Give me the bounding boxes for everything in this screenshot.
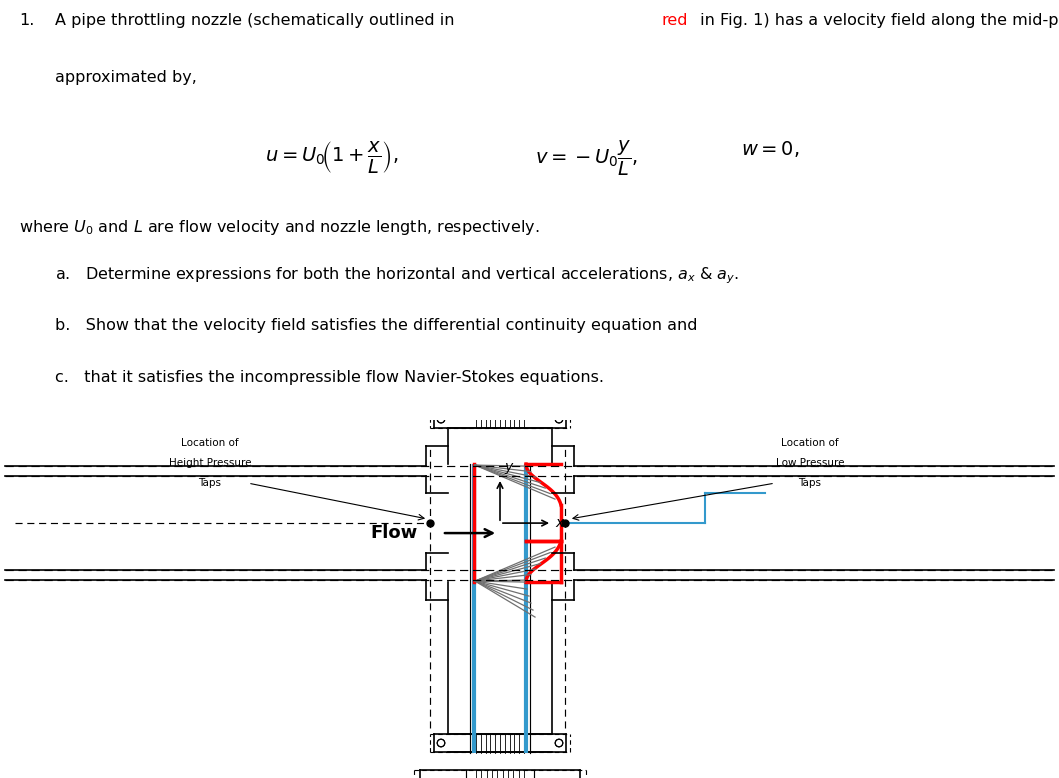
Text: $w = 0,$: $w = 0,$: [741, 139, 800, 159]
Text: c.   that it satisfies the incompressible flow Navier-Stokes equations.: c. that it satisfies the incompressible …: [55, 370, 604, 385]
Text: Location of: Location of: [782, 438, 839, 448]
Text: $v = -U_0\dfrac{y}{L},$: $v = -U_0\dfrac{y}{L},$: [535, 139, 638, 178]
Text: Low Pressure: Low Pressure: [776, 458, 844, 468]
Text: Flow: Flow: [370, 524, 417, 542]
Text: Location of: Location of: [181, 438, 239, 448]
Text: where $U_0$ and $L$ are flow velocity and nozzle length, respectively.: where $U_0$ and $L$ are flow velocity an…: [19, 218, 539, 237]
Text: Taps: Taps: [198, 478, 221, 488]
Text: Taps: Taps: [798, 478, 822, 488]
Text: b.   Show that the velocity field satisfies the differential continuity equation: b. Show that the velocity field satisfie…: [55, 318, 698, 333]
Text: A pipe throttling nozzle (schematically outlined in: A pipe throttling nozzle (schematically …: [55, 13, 460, 28]
Text: $x$: $x$: [555, 516, 566, 530]
Text: $y$: $y$: [504, 461, 515, 476]
Text: 1.: 1.: [19, 13, 35, 28]
Text: $u = U_0\!\left(1+\dfrac{x}{L}\right),$: $u = U_0\!\left(1+\dfrac{x}{L}\right),$: [265, 139, 398, 175]
Text: in Fig. 1) has a velocity field along the mid-plane: in Fig. 1) has a velocity field along th…: [695, 13, 1059, 28]
Text: Height Pressure: Height Pressure: [168, 458, 251, 468]
Text: approximated by,: approximated by,: [55, 70, 197, 85]
Text: a.   Determine expressions for both the horizontal and vertical accelerations, $: a. Determine expressions for both the ho…: [55, 266, 739, 286]
Text: red: red: [662, 13, 688, 28]
